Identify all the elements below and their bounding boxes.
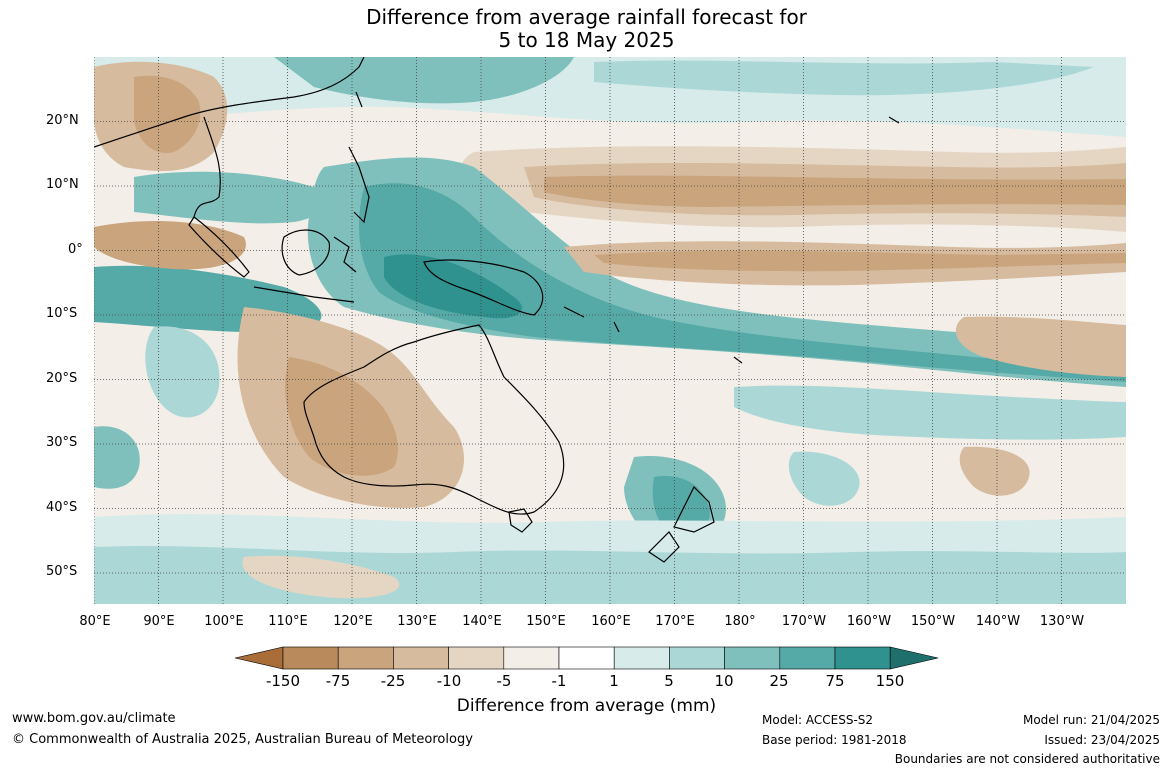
lon-label-140e: 140°E — [462, 614, 502, 629]
lon-label-140w: 140°W — [975, 614, 1021, 629]
colorbar-swatch — [613, 646, 670, 670]
boundaries-disclaimer: Boundaries are not considered authoritat… — [894, 752, 1160, 766]
colorbar-tick-minus150: -150 — [265, 672, 301, 690]
colorbar-swatch — [503, 646, 560, 670]
rainfall-anomaly-map — [94, 57, 1126, 604]
colorbar-swatch — [282, 646, 339, 670]
colorbar-arrow-low — [234, 646, 284, 670]
colorbar-tick-minus10: -10 — [436, 672, 462, 690]
model-name: Model: ACCESS-S2 — [762, 713, 874, 727]
lon-label-130w: 130°W — [1039, 614, 1085, 629]
issued-date: Issued: 23/04/2025 — [1044, 733, 1160, 747]
lon-label-110e: 110°E — [268, 614, 308, 629]
lon-label-180: 180° — [724, 614, 756, 629]
colorbar-tick-1: 1 — [609, 672, 619, 690]
lon-label-150e: 150°E — [526, 614, 566, 629]
colorbar-tick-5: 5 — [664, 672, 674, 690]
lon-label-170w: 170°W — [781, 614, 827, 629]
colorbar-swatch — [337, 646, 394, 670]
lat-label-40s: 40°S — [46, 500, 78, 515]
lon-label-120e: 120°E — [333, 614, 373, 629]
colorbar-swatch — [724, 646, 781, 670]
lat-label-30s: 30°S — [46, 435, 78, 450]
colorbar-swatch — [779, 646, 836, 670]
lat-label-10s: 10°S — [46, 306, 78, 321]
colorbar-tick-minus25: -25 — [380, 672, 406, 690]
lon-label-80e: 80°E — [79, 614, 111, 629]
colorbar-swatch — [834, 646, 891, 670]
colorbar-tick-10: 10 — [714, 672, 734, 690]
colorbar-swatch — [448, 646, 505, 670]
lat-label-0: 0° — [68, 242, 83, 257]
lon-label-100e: 100°E — [204, 614, 244, 629]
colorbar-tick-150: 150 — [875, 672, 905, 690]
lon-label-90e: 90°E — [143, 614, 175, 629]
lon-label-160e: 160°E — [591, 614, 631, 629]
colorbar-swatch — [669, 646, 725, 670]
map-title-line2: 5 to 18 May 2025 — [498, 28, 675, 52]
colorbar-swatch — [558, 646, 615, 670]
website-link[interactable]: www.bom.gov.au/climate — [12, 711, 176, 726]
base-period: Base period: 1981-2018 — [762, 733, 907, 747]
colorbar-title: Difference from average (mm) — [456, 696, 717, 716]
lat-label-20n: 20°N — [46, 113, 79, 128]
colorbar-tick-minus75: -75 — [325, 672, 351, 690]
model-run-date: Model run: 21/04/2025 — [1022, 713, 1160, 727]
map-title-line1: Difference from average rainfall forecas… — [366, 5, 807, 29]
lon-label-160w: 160°W — [846, 614, 892, 629]
lat-label-50s: 50°S — [46, 564, 78, 579]
lon-label-130e: 130°E — [397, 614, 437, 629]
colorbar-tick-75: 75 — [825, 672, 845, 690]
lat-label-20s: 20°S — [46, 371, 78, 386]
colorbar-swatch — [393, 646, 449, 670]
lon-label-170e: 170°E — [655, 614, 695, 629]
copyright-text: © Commonwealth of Australia 2025, Austra… — [12, 732, 473, 747]
lon-label-150w: 150°W — [910, 614, 956, 629]
colorbar-tick-minus1: -1 — [551, 672, 567, 690]
colorbar-tick-25: 25 — [769, 672, 789, 690]
colorbar-arrow-high — [889, 646, 939, 670]
colorbar-tick-minus5: -5 — [496, 672, 512, 690]
lat-label-10n: 10°N — [46, 177, 79, 192]
